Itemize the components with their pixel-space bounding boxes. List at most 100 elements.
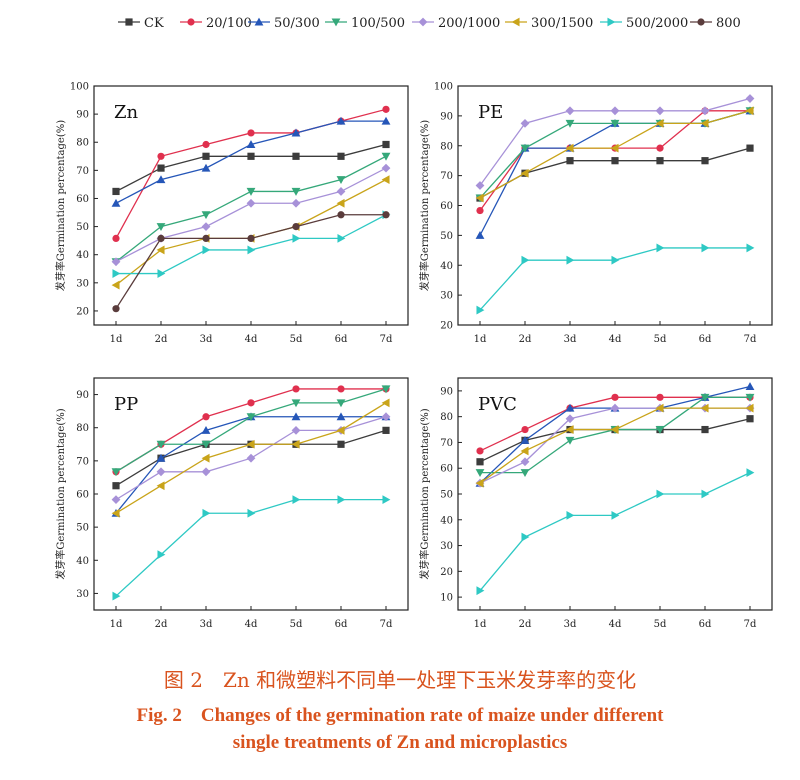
data-point — [611, 255, 620, 265]
legend-label: 300/1500 — [531, 16, 593, 31]
data-point — [246, 439, 255, 449]
series-500-2000 — [476, 243, 755, 315]
data-point — [656, 393, 664, 401]
data-point — [291, 187, 301, 196]
data-point — [565, 106, 575, 116]
data-point — [157, 550, 166, 560]
data-point — [337, 440, 345, 448]
data-point — [475, 469, 485, 478]
data-point — [610, 425, 619, 434]
data-point — [247, 152, 255, 160]
data-point — [520, 469, 530, 478]
data-point — [382, 495, 391, 505]
data-point — [247, 234, 255, 242]
y-tick-label: 10 — [440, 593, 453, 604]
data-point — [292, 233, 301, 243]
data-point — [336, 425, 345, 435]
data-point — [111, 257, 121, 267]
data-point — [701, 157, 709, 165]
data-point — [476, 447, 484, 455]
y-tick-label: 30 — [76, 589, 89, 600]
data-point — [566, 510, 575, 520]
y-tick-label: 60 — [440, 201, 453, 212]
data-point — [156, 453, 166, 462]
figure-caption-en-line2: single treatments of Zn and microplastic… — [232, 732, 568, 753]
data-point — [475, 181, 485, 190]
data-point — [475, 193, 484, 203]
x-tick-label: 6d — [335, 334, 348, 345]
data-point — [111, 280, 120, 290]
data-point — [381, 412, 391, 422]
y-axis-label: 发芽率Germination percentage(%) — [418, 408, 431, 579]
data-point — [520, 446, 529, 456]
x-tick-label: 4d — [245, 619, 258, 630]
data-point — [292, 385, 300, 393]
data-point — [745, 106, 754, 116]
data-point — [292, 222, 300, 231]
data-point — [337, 495, 346, 505]
series-200-1000 — [475, 94, 755, 190]
series-line — [115, 143, 387, 193]
data-point — [202, 234, 210, 242]
data-point — [111, 495, 121, 505]
data-point — [565, 119, 575, 128]
y-tick-label: 80 — [440, 412, 453, 423]
data-point — [565, 414, 575, 424]
data-point — [610, 106, 620, 116]
data-point — [247, 245, 256, 255]
y-tick-label: 100 — [434, 82, 453, 93]
data-point — [201, 467, 211, 477]
x-tick-label: 1d — [110, 619, 123, 630]
y-tick-label: 50 — [76, 222, 89, 233]
legend-label: 20/100 — [206, 16, 252, 31]
y-tick-label: 80 — [440, 141, 453, 152]
y-tick-label: 50 — [440, 490, 453, 501]
x-tick-label: 5d — [290, 334, 303, 345]
data-point — [565, 436, 575, 445]
data-point — [111, 508, 120, 518]
panel-title: PE — [478, 102, 503, 123]
y-tick-label: 40 — [76, 556, 89, 567]
x-tick-label: 3d — [200, 619, 213, 630]
y-tick-label: 20 — [440, 321, 453, 332]
data-point — [610, 403, 620, 413]
data-point — [746, 468, 755, 478]
data-point — [381, 116, 391, 125]
data-point — [291, 128, 301, 137]
data-point — [382, 140, 390, 149]
data-point — [475, 478, 484, 488]
series-line — [479, 418, 751, 463]
series-20-100 — [112, 105, 390, 242]
y-tick-label: 30 — [76, 278, 89, 289]
data-point — [565, 403, 575, 412]
x-tick-label: 4d — [245, 334, 258, 345]
data-point — [381, 398, 390, 408]
y-tick-label: 50 — [76, 523, 89, 534]
data-point — [157, 152, 165, 160]
series-500-2000 — [476, 468, 755, 596]
legend-label: 200/1000 — [438, 16, 500, 31]
data-point — [202, 152, 210, 160]
series-ck — [112, 140, 390, 196]
y-tick-label: 60 — [440, 464, 453, 475]
panel-pvc: 10 20 30 40 50 60 70 80 90 1d 2d 3d 4d 5d 6d 7d 发芽率Germi… — [418, 377, 773, 630]
data-point — [201, 163, 211, 172]
data-point — [202, 140, 210, 149]
x-tick-label: 4d — [609, 334, 622, 345]
y-tick-label: 80 — [76, 138, 89, 149]
data-point — [111, 198, 121, 207]
data-point — [745, 393, 755, 402]
data-point — [156, 481, 165, 491]
data-point — [610, 119, 620, 128]
data-point — [246, 187, 256, 196]
data-point — [201, 425, 211, 434]
y-tick-label: 60 — [76, 490, 89, 501]
series-300-1500 — [475, 403, 754, 488]
data-point — [381, 163, 391, 173]
data-point — [382, 211, 390, 219]
y-tick-label: 70 — [440, 438, 453, 449]
data-point — [292, 495, 301, 505]
data-point — [156, 223, 166, 231]
data-point — [610, 143, 619, 153]
legend: CK 20/100 50/300 100/500 200/1000 300/1500 500… — [118, 16, 741, 31]
